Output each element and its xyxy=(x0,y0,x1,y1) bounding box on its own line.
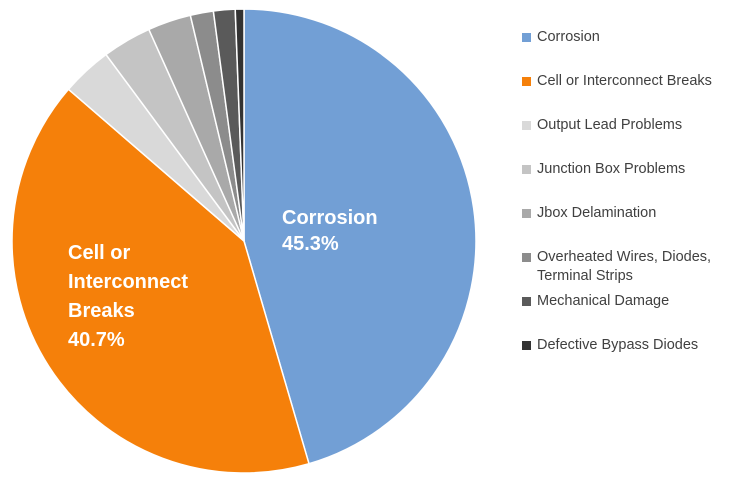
legend-swatch xyxy=(522,253,531,262)
legend-item-corrosion: Corrosion xyxy=(522,28,600,47)
slice-label-corrosion: Corrosion 45.3% xyxy=(282,207,378,255)
slice-label-cell-or-interconnect-breaks: Cell or Interconnect Breaks 40.7% xyxy=(68,242,188,351)
legend-swatch xyxy=(522,341,531,350)
pie-slice-cell-or-interconnect-breaks xyxy=(11,88,310,474)
legend-swatch xyxy=(522,165,531,174)
legend-item-defective-bypass-diodes: Defective Bypass Diodes xyxy=(522,336,698,355)
legend-label: Cell or Interconnect Breaks xyxy=(537,73,712,89)
legend-label: Output Lead Problems xyxy=(537,117,683,133)
legend-item-mechanical-damage: Mechanical Damage xyxy=(522,292,669,311)
pie-plot-area: Corrosion 45.3% Cell or Interconnect Breaks 4… xyxy=(11,8,477,474)
legend-label: Corrosion xyxy=(537,29,600,45)
legend-item-jbox-delamination: Jbox Delamination xyxy=(522,204,656,223)
legend-label: Overheated Wires, Diodes, Terminal Strip… xyxy=(537,249,712,284)
legend-label: Junction Box Problems xyxy=(537,161,686,177)
legend-item-overheated-wires-diodes-terminal-strips: Overheated Wires, Diodes, Terminal Strip… xyxy=(522,248,752,286)
legend-item-junction-box-problems: Junction Box Problems xyxy=(522,160,685,179)
legend-label: Jbox Delamination xyxy=(537,205,657,221)
legend-item-cell-or-interconnect-breaks: Cell or Interconnect Breaks xyxy=(522,72,712,91)
legend-swatch xyxy=(522,77,531,86)
legend-item-output-lead-problems: Output Lead Problems xyxy=(522,116,682,135)
legend-swatch xyxy=(522,121,531,130)
pie-slices xyxy=(11,8,477,474)
pie-slice-corrosion xyxy=(243,8,477,465)
legend-label: Mechanical Damage xyxy=(537,293,670,309)
legend-swatch xyxy=(522,297,531,306)
legend-label: Defective Bypass Diodes xyxy=(537,337,699,353)
pie-slice-defective-bypass-diodes xyxy=(234,8,245,242)
legend-swatch xyxy=(522,33,531,42)
slice-labels: Corrosion 45.3% Cell or Interconnect Breaks 4… xyxy=(68,207,378,351)
legend-swatch xyxy=(522,209,531,218)
